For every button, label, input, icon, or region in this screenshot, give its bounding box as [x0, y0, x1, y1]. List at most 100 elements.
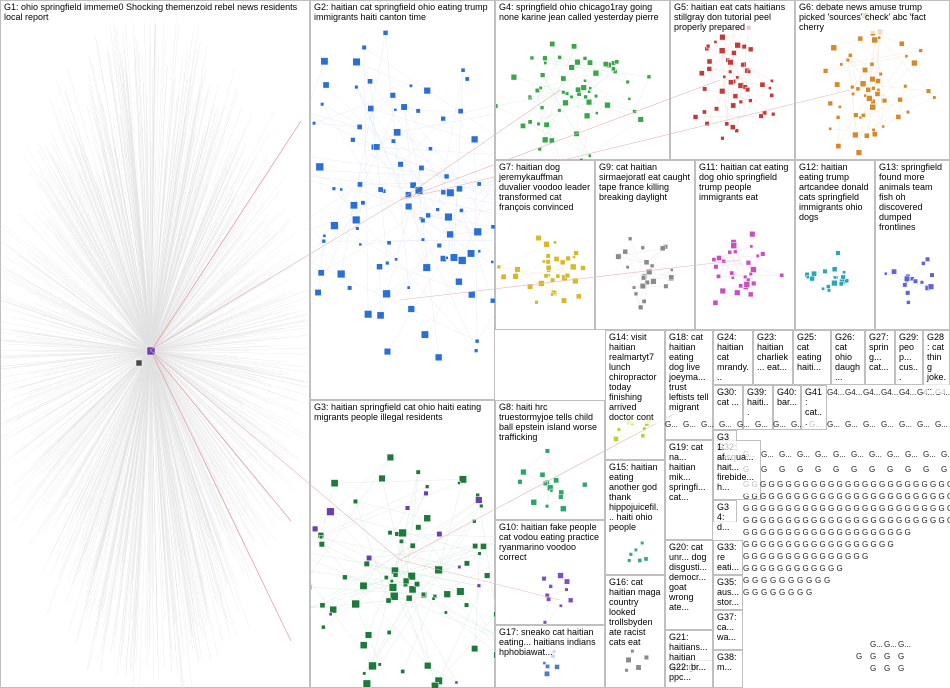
- mini-group-label: G: [769, 540, 775, 549]
- panel-title: G15: haitian eating another god thank hi…: [606, 461, 664, 534]
- mini-group-label: G: [824, 576, 830, 585]
- mini-group-label: G: [930, 480, 936, 489]
- panel-title: G6: debate news amuse trump picked 'sour…: [796, 1, 949, 34]
- mini-group-label: G: [786, 504, 792, 513]
- mini-group-label: G: [743, 552, 749, 561]
- panel-title: G10: haitian fake people cat vodou eatin…: [496, 521, 604, 564]
- mini-group-label: G: [854, 516, 860, 525]
- mini-group-label: G...: [773, 420, 786, 429]
- panel-g10: G10: haitian fake people cat vodou eatin…: [495, 520, 605, 625]
- mini-group-label: G: [760, 564, 766, 573]
- panel-g6: G6: debate news amuse trump picked 'sour…: [795, 0, 950, 160]
- mini-group-label: G: [856, 652, 862, 661]
- panel-g26: G26: cat ohio daugh...: [831, 330, 865, 385]
- mini-group-label: G...: [851, 450, 864, 459]
- panel-g24: G24: haitian cat mrandy...: [713, 330, 753, 385]
- mini-group-label: G: [769, 504, 775, 513]
- mini-group-label: G: [752, 552, 758, 561]
- mini-group-label: G: [760, 528, 766, 537]
- mini-group-label: G...: [863, 420, 876, 429]
- mini-group-label: G: [777, 552, 783, 561]
- panel-g41: G41: cat...: [801, 385, 827, 430]
- mini-group-label: G: [743, 564, 749, 573]
- panel-g31: G31: af...: [713, 430, 737, 452]
- mini-group-label: G: [879, 504, 885, 513]
- mini-group-label: G4...: [845, 388, 862, 397]
- mini-group-label: G: [769, 552, 775, 561]
- mini-group-label: G: [837, 480, 843, 489]
- panel-title: G11: haitian cat eating dog ohio springf…: [696, 161, 794, 204]
- mini-group-label: G: [870, 652, 876, 661]
- mini-group-label: G: [888, 480, 894, 489]
- mini-group-label: G: [845, 504, 851, 513]
- mini-group-label: G: [896, 492, 902, 501]
- mini-group-label: G: [905, 504, 911, 513]
- mini-group-label: G: [930, 516, 936, 525]
- panel-title: G31: af...: [714, 431, 736, 464]
- mini-group-label: G...: [779, 450, 792, 459]
- mini-group-label: G: [913, 504, 919, 513]
- mini-group-label: G: [769, 516, 775, 525]
- mini-group-label: G: [879, 528, 885, 537]
- mini-group-label: G: [779, 576, 785, 585]
- mini-group-label: G: [896, 528, 902, 537]
- mini-group-label: G: [922, 504, 928, 513]
- panel-title: G37: ca... wa...: [714, 611, 742, 644]
- mini-group-label: G: [815, 576, 821, 585]
- mini-group-label: G: [888, 504, 894, 513]
- mini-group-label: G: [845, 480, 851, 489]
- mini-group-label: G: [854, 540, 860, 549]
- panel-g9: G9: cat haitian sirmaejoratl eat caught …: [595, 160, 695, 330]
- mini-group-label: G: [770, 576, 776, 585]
- mini-group-label: G: [820, 552, 826, 561]
- mini-group-label: G: [930, 492, 936, 501]
- mini-group-label: G: [862, 528, 868, 537]
- mini-group-label: G...: [917, 420, 930, 429]
- mini-group-label: G: [905, 516, 911, 525]
- panel-title: G9: cat haitian sirmaejoratl eat caught …: [596, 161, 694, 204]
- mini-group-label: G: [828, 480, 834, 489]
- mini-group-label: G: [862, 492, 868, 501]
- mini-group-label: G: [837, 540, 843, 549]
- panel-g20: G20: cat unr... dog disgusti... democr..…: [665, 540, 713, 630]
- mini-group-label: G: [905, 492, 911, 501]
- mini-group-label: G: [797, 588, 803, 597]
- panel-g4: G4: springfield ohio chicago1ray going n…: [495, 0, 670, 160]
- panel-g19: G19: cat na... haitian mik... springfi..…: [665, 440, 713, 540]
- mini-group-label: G: [854, 480, 860, 489]
- mini-group-label: G...: [665, 420, 678, 429]
- mini-group-label: G: [803, 540, 809, 549]
- panel-title: G26: cat ohio daugh...: [832, 331, 864, 384]
- mini-group-label: G: [743, 504, 749, 513]
- panel-title: G20: cat unr... dog disgusti... democr..…: [666, 541, 712, 614]
- mini-group-label: G4...: [899, 388, 916, 397]
- mini-group-label: G: [896, 480, 902, 489]
- mini-group-label: G: [803, 504, 809, 513]
- mini-group-label: G...: [737, 420, 750, 429]
- mini-group-label: G: [884, 664, 890, 673]
- mini-group-label: G: [862, 480, 868, 489]
- panel-title: G18: cat haitian eating dog live joeyma.…: [666, 331, 712, 414]
- mini-group-label: G: [828, 564, 834, 573]
- mini-group-label: G: [794, 528, 800, 537]
- mini-group-label: G: [761, 576, 767, 585]
- panel-title: G14: visit haitian realmartyt7 lunch chi…: [606, 331, 664, 424]
- mini-group-label: G: [871, 540, 877, 549]
- panel-title: G24: haitian cat mrandy...: [714, 331, 752, 384]
- panel-g34: G34: d...: [713, 500, 737, 522]
- mini-group-label: G: [869, 465, 875, 474]
- mini-group-label: G: [811, 528, 817, 537]
- mini-group-label: G: [743, 588, 749, 597]
- panel-g28: G28: cat thing joke...: [923, 330, 950, 385]
- panel-title: G41: cat...: [802, 386, 826, 429]
- mini-group-label: G: [939, 480, 945, 489]
- mini-group-label: G: [905, 465, 911, 474]
- mini-group-label: G: [941, 465, 947, 474]
- mini-group-label: G: [870, 664, 876, 673]
- mini-group-label: G: [794, 552, 800, 561]
- mini-group-label: G: [854, 492, 860, 501]
- panel-g17: G17: sneako cat haitian eating... haitia…: [495, 625, 605, 688]
- mini-group-label: G: [896, 504, 902, 513]
- panel-title: G5: haitian eat cats haitians stillgray …: [671, 1, 794, 34]
- panel-g22: G22: br... ppc...: [665, 660, 713, 688]
